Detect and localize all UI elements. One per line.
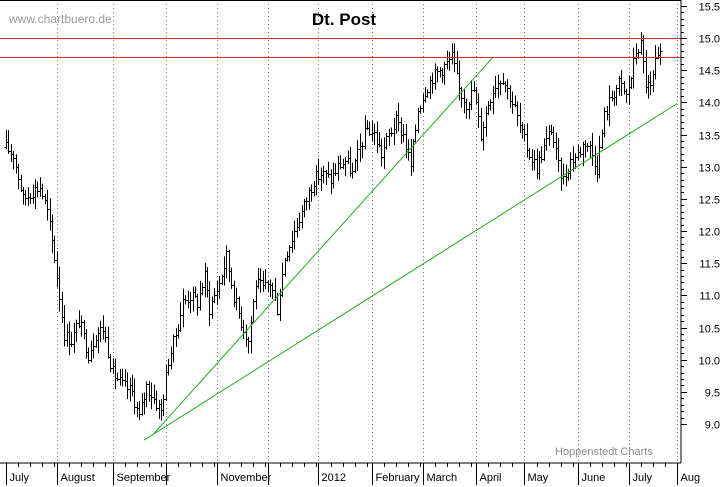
trend-line — [143, 103, 678, 441]
x-tick-label: August — [61, 472, 95, 484]
y-tick-label: 14.0 — [699, 98, 720, 110]
resistance-lines — [0, 38, 681, 58]
y-axis-ticks: 9.0 9.5 10.0 10.5 11.0 11.5 12.0 12.5 13.0 13.5 14… — [681, 2, 720, 432]
watermark: www.chartbuero.de — [8, 12, 112, 26]
x-tick-label: July — [633, 472, 653, 484]
y-tick-label: 11.0 — [699, 291, 720, 303]
trend-line — [153, 56, 494, 434]
y-tick-label: 9.5 — [705, 388, 720, 400]
y-tick-label: 14.5 — [699, 66, 720, 78]
y-tick-label: 11.5 — [699, 259, 720, 271]
x-tick-label: June — [582, 472, 606, 484]
y-tick-label: 12.0 — [699, 227, 720, 239]
y-tick-label: 12.5 — [699, 195, 720, 207]
y-tick-label: 10.0 — [699, 356, 720, 368]
x-tick-label: February — [376, 472, 421, 484]
y-tick-label: 10.5 — [699, 324, 720, 336]
x-tick-label: May — [528, 472, 549, 484]
x-axis-ticks: July August September November 2012 February M… — [6, 463, 701, 485]
x-tick-label: Aug — [681, 472, 701, 484]
source-credit: Hoppenstedt Charts — [555, 446, 653, 458]
x-tick-label: 2012 — [322, 472, 346, 484]
x-tick-label: April — [480, 472, 502, 484]
x-tick-label: March — [427, 472, 458, 484]
y-tick-label: 15.5 — [699, 2, 720, 14]
price-bars — [4, 32, 663, 421]
trend-lines — [143, 56, 678, 441]
y-tick-label: 13.5 — [699, 131, 720, 143]
y-tick-label: 13.0 — [699, 163, 720, 175]
x-tick-label: July — [10, 472, 30, 484]
y-tick-label: 9.0 — [705, 420, 720, 432]
ohlc-bar — [658, 43, 663, 65]
y-tick-label: 15.0 — [699, 34, 720, 46]
x-tick-label: November — [221, 472, 272, 484]
chart-title: Dt. Post — [312, 10, 377, 29]
x-tick-label: September — [117, 472, 171, 484]
